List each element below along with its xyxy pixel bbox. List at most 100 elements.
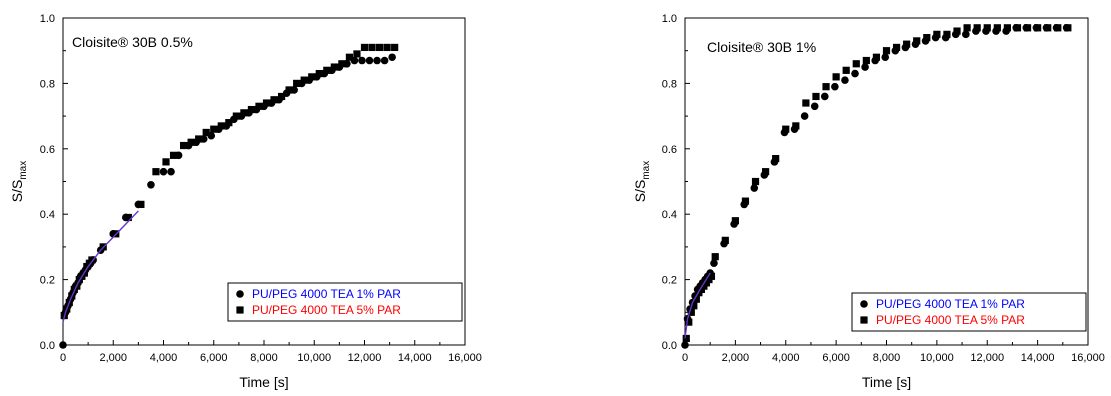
data-point-series-2	[210, 125, 218, 133]
data-point-series-1	[831, 82, 839, 91]
data-point-series-1	[373, 56, 381, 65]
data-point-series-1	[380, 56, 389, 65]
data-point-series-2	[1044, 24, 1052, 32]
data-point-series-2	[240, 109, 248, 117]
legend-label: PU/PEG 4000 TEA 1% PAR	[876, 297, 1025, 311]
data-point-series-2	[137, 200, 145, 208]
data-point-series-1	[59, 341, 67, 349]
data-point-series-2	[195, 135, 203, 143]
y-tick-label: 0.8	[40, 78, 55, 90]
data-point-series-2	[345, 53, 354, 61]
data-point-series-2	[391, 43, 399, 52]
x-tick-label: 0	[682, 352, 688, 364]
chart-annotation: Cloisite® 30B 0.5%	[72, 34, 193, 50]
data-point-series-2	[892, 43, 901, 52]
data-point-series-2	[682, 334, 690, 343]
y-axis-label: S/Smax	[632, 161, 652, 202]
x-tick-label: 2,000	[722, 352, 750, 364]
data-point-series-2	[277, 92, 286, 101]
data-point-series-2	[300, 76, 308, 84]
data-point-series-2	[353, 50, 361, 58]
y-tick-label: 0.4	[662, 209, 677, 221]
data-point-series-2	[1023, 24, 1032, 32]
y-tick-label: 0.0	[40, 340, 55, 352]
x-tick-label: 8,000	[873, 352, 901, 364]
data-point-series-2	[187, 138, 195, 146]
legend-label: PU/PEG 4000 TEA 5% PAR	[252, 303, 401, 317]
legend-label: PU/PEG 4000 TEA 5% PAR	[876, 313, 1025, 327]
y-tick-label: 0.0	[662, 340, 677, 352]
data-point-series-1	[750, 184, 759, 192]
legend-marker-square	[860, 316, 868, 324]
data-point-series-2	[1034, 24, 1042, 32]
x-tick-label: 8,000	[250, 352, 278, 364]
x-tick-label: 12,000	[970, 352, 1004, 364]
data-point-series-2	[751, 177, 760, 186]
data-point-series-2	[360, 43, 369, 52]
data-point-series-2	[993, 24, 1001, 32]
data-point-series-1	[820, 92, 829, 101]
data-point-series-2	[822, 83, 830, 91]
data-point-series-2	[255, 102, 263, 110]
x-tick-label: 6,000	[822, 352, 850, 364]
data-point-series-1	[159, 167, 168, 176]
data-point-series-2	[721, 236, 729, 244]
data-point-series-2	[330, 63, 338, 71]
x-tick-label: 4,000	[772, 352, 800, 364]
legend: PU/PEG 4000 TEA 1% PAR PU/PEG 4000 TEA 5%…	[227, 282, 463, 322]
data-point-series-1	[861, 63, 869, 71]
legend-marker-circle	[236, 290, 244, 298]
fit-line	[62, 210, 139, 323]
data-point-series-2	[731, 217, 739, 225]
x-tick-label: 14,000	[1021, 352, 1055, 364]
data-point-series-2	[923, 34, 931, 42]
y-axis-label-main: S/S	[9, 180, 25, 203]
y-tick-label: 0.6	[40, 144, 55, 156]
y-tick-label: 0.8	[662, 78, 677, 90]
legend-box	[227, 282, 463, 322]
data-point-series-2	[1003, 24, 1011, 32]
data-point-series-1	[167, 167, 175, 176]
data-point-series-2	[270, 96, 278, 104]
data-point-series-2	[293, 79, 301, 87]
data-point-series-2	[707, 272, 716, 280]
y-axis-label-subscript: max	[641, 161, 652, 180]
data-point-series-2	[232, 112, 240, 120]
data-point-series-2	[772, 155, 780, 163]
data-point-series-2	[882, 47, 891, 55]
data-point-series-2	[812, 92, 820, 101]
y-tick-label: 0.4	[40, 209, 55, 221]
legend-box	[851, 292, 1087, 332]
data-point-series-1	[681, 341, 689, 349]
data-point-series-2	[872, 53, 881, 61]
data-point-series-1	[710, 259, 718, 268]
data-point-series-1	[841, 76, 849, 84]
x-tick-label: 16,000	[1071, 352, 1105, 364]
data-point-series-2	[903, 40, 911, 48]
x-tick-label: 10,000	[297, 352, 331, 364]
data-point-series-2	[862, 56, 870, 65]
data-point-series-2	[375, 43, 384, 52]
chart-cloisite-1: 0 2,000 4,000 6,000 8,000 10,000 12,000 14,000 1…	[632, 13, 1105, 390]
data-point-series-1	[358, 56, 366, 65]
legend-marker-square	[236, 306, 244, 314]
data-point-series-2	[852, 60, 860, 68]
x-tick-label: 12,000	[348, 352, 382, 364]
y-tick-label: 0.6	[662, 144, 677, 156]
data-point-series-2	[315, 69, 323, 78]
data-point-series-2	[685, 318, 693, 326]
x-tick-label: 4,000	[150, 352, 178, 364]
data-point-series-2	[1054, 24, 1062, 32]
data-point-series-2	[368, 43, 376, 52]
data-point-series-2	[262, 99, 271, 107]
legend-label: PU/PEG 4000 TEA 1% PAR	[252, 287, 401, 301]
fit-line	[684, 272, 711, 339]
data-point-series-2	[202, 128, 210, 137]
data-point-series-2	[983, 24, 991, 32]
y-axis-label-main: S/S	[632, 180, 648, 203]
data-point-series-1	[881, 53, 890, 62]
data-point-series-2	[690, 302, 698, 310]
data-point-series-1	[147, 180, 155, 189]
y-tick-label: 0.2	[40, 275, 55, 287]
data-point-series-2	[124, 213, 132, 222]
